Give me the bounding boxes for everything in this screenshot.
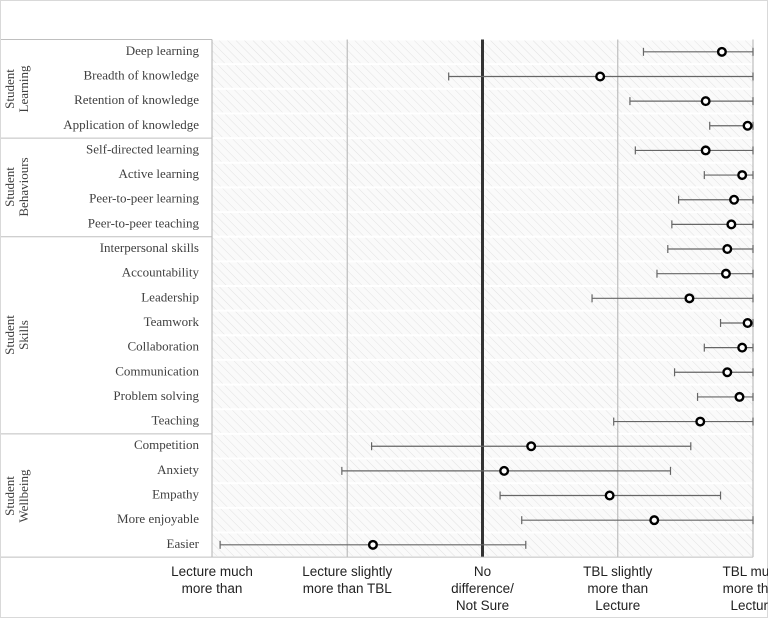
category-label: Application of knowledge — [63, 117, 199, 132]
dot — [742, 120, 753, 131]
dot — [695, 416, 706, 427]
category-label: Peer-to-peer teaching — [88, 215, 200, 230]
dot — [700, 96, 711, 107]
dot — [716, 46, 727, 57]
x-tick-label: TBL much more than Lecture — [722, 564, 768, 614]
group-label: Student Skills — [2, 315, 31, 356]
dot — [734, 391, 745, 402]
category-label: Teaching — [152, 413, 200, 428]
category-label: Leadership — [141, 289, 199, 304]
dot — [700, 145, 711, 156]
category-label: Retention of knowledge — [74, 92, 199, 107]
x-tick-label: Lecture much more than — [171, 564, 253, 597]
category-label: Interpersonal skills — [100, 240, 199, 255]
category-label: Communication — [115, 363, 199, 378]
dot — [722, 367, 733, 378]
category-label: Peer-to-peer learning — [89, 191, 199, 206]
category-label: Competition — [134, 437, 200, 452]
category-label: Teamwork — [144, 314, 200, 329]
dot — [499, 465, 510, 476]
group-label: Student Wellbeing — [2, 468, 31, 523]
category-label: Accountability — [122, 265, 200, 280]
category-label: Deep learning — [126, 43, 200, 58]
category-label: Anxiety — [157, 462, 199, 477]
dot — [742, 317, 753, 328]
dot — [722, 244, 733, 255]
dot — [526, 441, 537, 452]
dot — [720, 268, 731, 279]
dot — [684, 293, 695, 304]
dot — [604, 490, 615, 501]
dot — [729, 194, 740, 205]
category-label: Self-directed learning — [86, 141, 199, 156]
dot — [726, 219, 737, 230]
dot — [649, 515, 660, 526]
x-tick-label: TBL slightly more than Lecture — [583, 564, 653, 614]
group-label: Student Behaviours — [2, 157, 31, 217]
category-label: More enjoyable — [117, 511, 199, 526]
dot — [595, 71, 606, 82]
dot — [367, 539, 378, 550]
category-label: Empathy — [152, 487, 199, 502]
category-label: Active learning — [119, 166, 200, 181]
x-tick-label: No difference/ Not Sure — [451, 564, 514, 614]
category-label: Collaboration — [128, 339, 200, 354]
x-tick-label: Lecture slightly more than TBL — [302, 564, 393, 597]
dot — [737, 342, 748, 353]
category-label: Easier — [167, 536, 200, 551]
category-label: Problem solving — [113, 388, 199, 403]
dot — [737, 170, 748, 181]
category-label: Breadth of knowledge — [83, 67, 199, 82]
